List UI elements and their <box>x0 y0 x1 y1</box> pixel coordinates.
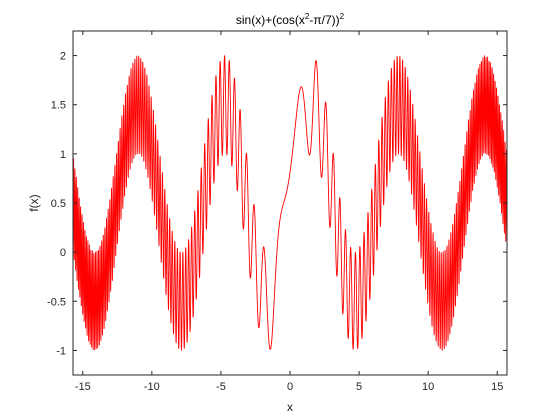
y-tick-label: 0 <box>60 247 66 259</box>
series-group <box>72 55 508 351</box>
y-axis-ticks: -1 -0.5 0 0.5 1 1.5 2 <box>47 51 507 357</box>
chart-title: sin(x)+(cos(x2-π/7))2 <box>236 12 345 27</box>
x-tick-label: -5 <box>216 381 226 393</box>
y-tick-label: 1.5 <box>51 100 66 112</box>
title-part-1: sin(x)+(cos(x <box>236 13 305 27</box>
y-tick-label: 1 <box>60 149 66 161</box>
series-line <box>72 55 508 351</box>
x-tick-label: 15 <box>491 381 503 393</box>
x-axis-ticks: -15 -10 -5 0 5 10 15 <box>75 31 503 393</box>
title-part-2: -π/7)) <box>309 13 339 27</box>
x-tick-label: 5 <box>356 381 362 393</box>
title-exponent-inner: 2 <box>305 12 310 21</box>
y-tick-label: -0.5 <box>47 296 66 308</box>
x-axis-label: x <box>287 400 293 414</box>
x-tick-label: 10 <box>422 381 434 393</box>
y-tick-label: -1 <box>56 345 66 357</box>
x-tick-label: 0 <box>287 381 293 393</box>
x-tick-label: -10 <box>144 381 160 393</box>
title-exponent-outer: 2 <box>340 12 345 21</box>
y-tick-label: 2 <box>60 51 66 63</box>
x-tick-label: -15 <box>75 381 91 393</box>
y-axis-label: f(x) <box>27 194 41 211</box>
y-tick-label: 0.5 <box>51 198 66 210</box>
